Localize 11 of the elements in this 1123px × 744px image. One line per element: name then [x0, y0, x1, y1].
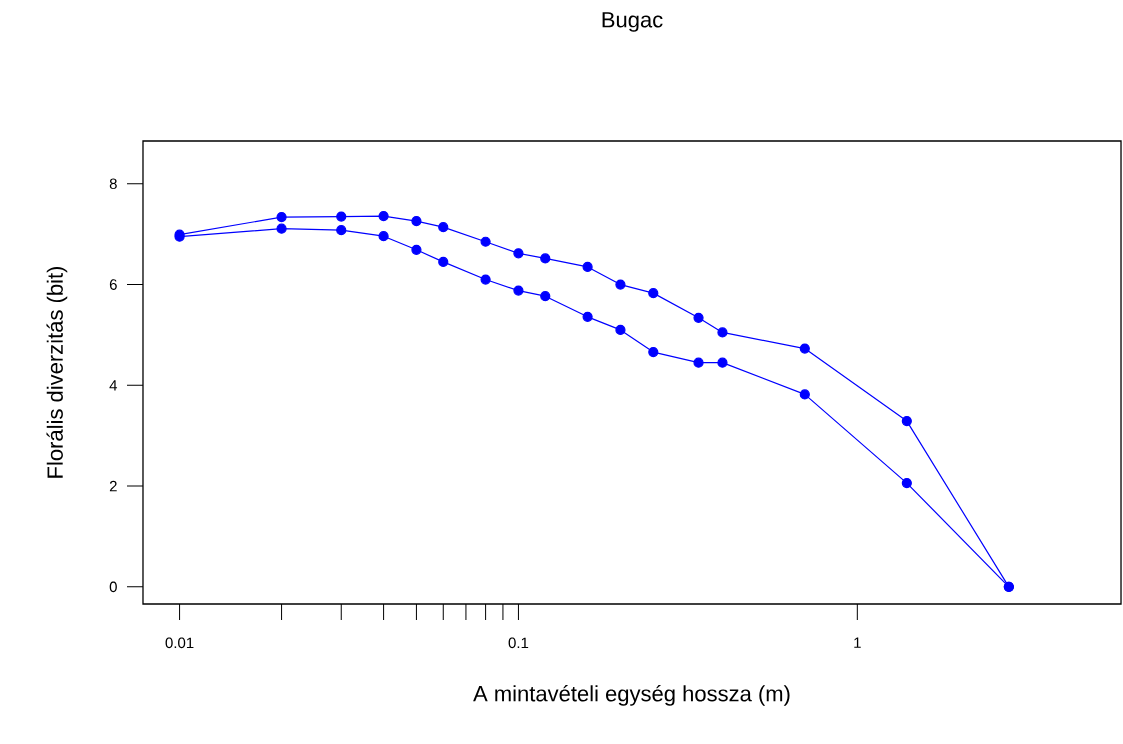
y-tick-label: 6 [109, 279, 117, 290]
x-tick-label: 1 [854, 637, 861, 648]
y-tick-label: 2 [109, 480, 117, 492]
y-tick-label: 4 [109, 380, 118, 391]
y-tick-label: 8 [109, 178, 117, 190]
y-axis-title: Florális diverzitás (bit) [46, 266, 68, 478]
x-tick-label: 0.1 [508, 637, 529, 649]
chart-title: Bugac [602, 12, 663, 32]
x-tick-label: 0.01 [165, 637, 194, 649]
x-axis-title: A mintavételi egység hossza (m) [473, 685, 790, 706]
y-tick-label: 0 [109, 581, 117, 593]
